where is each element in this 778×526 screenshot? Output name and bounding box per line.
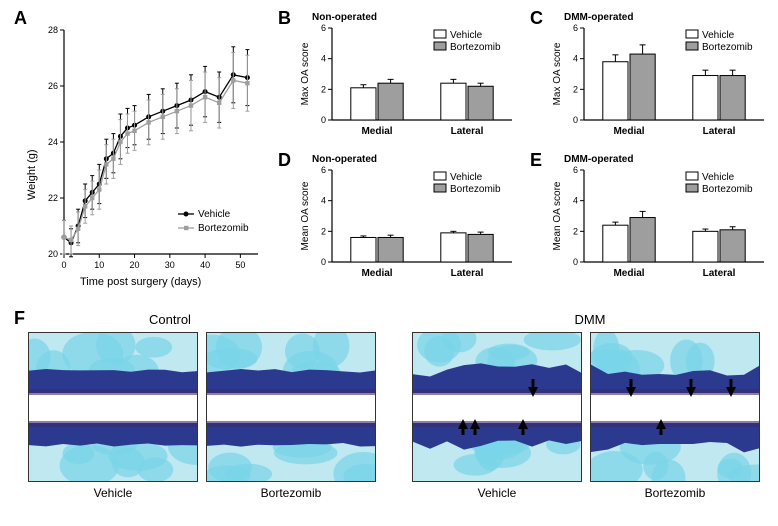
histology-caption-2: Vehicle xyxy=(412,486,582,500)
svg-text:Lateral: Lateral xyxy=(451,268,484,279)
svg-text:50: 50 xyxy=(235,260,245,270)
panel-label-c: C xyxy=(530,8,543,29)
svg-text:Bortezomib: Bortezomib xyxy=(702,42,753,53)
panel-label-d: D xyxy=(278,150,291,171)
panel-label-e: E xyxy=(530,150,542,171)
svg-text:Vehicle: Vehicle xyxy=(450,30,483,41)
svg-text:Medial: Medial xyxy=(361,126,392,137)
svg-text:Vehicle: Vehicle xyxy=(702,30,735,41)
svg-text:0: 0 xyxy=(573,115,578,125)
svg-text:20: 20 xyxy=(48,249,58,259)
svg-text:2: 2 xyxy=(573,226,578,236)
svg-text:30: 30 xyxy=(165,260,175,270)
svg-text:4: 4 xyxy=(573,54,578,64)
panel-f-header-dmm: DMM xyxy=(560,312,620,327)
svg-text:24: 24 xyxy=(48,137,58,147)
svg-text:Bortezomib: Bortezomib xyxy=(702,184,753,195)
svg-text:Max OA score: Max OA score xyxy=(552,42,563,105)
svg-text:Vehicle: Vehicle xyxy=(198,209,231,220)
histology-caption-3: Bortezomib xyxy=(590,486,760,500)
svg-text:Medial: Medial xyxy=(613,126,644,137)
svg-text:40: 40 xyxy=(200,260,210,270)
panel-e-bar-chart: 0 2 4 6 Mean OA score Medial Lateral VehicleBor… xyxy=(548,164,770,284)
svg-text:10: 10 xyxy=(94,260,104,270)
weight-line-chart: 20 22 24 26 28 0 10 20 30 40 50 Vehicle Bortezomib xyxy=(28,20,268,290)
panel-label-b: B xyxy=(278,8,291,29)
svg-text:Lateral: Lateral xyxy=(703,126,736,137)
histology-image-1 xyxy=(206,332,376,482)
histology-image-2 xyxy=(412,332,582,482)
svg-text:Medial: Medial xyxy=(613,268,644,279)
panel-c-bar-chart: 0 2 4 6 Max OA score Medial Lateral VehicleBort… xyxy=(548,22,770,142)
svg-text:Bortezomib: Bortezomib xyxy=(450,42,501,53)
svg-text:Vehicle: Vehicle xyxy=(702,172,735,183)
svg-text:6: 6 xyxy=(573,165,578,175)
panel-a-xlabel: Time post surgery (days) xyxy=(80,276,201,288)
svg-text:Mean OA score: Mean OA score xyxy=(552,181,563,250)
svg-text:4: 4 xyxy=(321,196,326,206)
svg-text:Bortezomib: Bortezomib xyxy=(198,223,249,234)
svg-text:Lateral: Lateral xyxy=(703,268,736,279)
histology-image-3 xyxy=(590,332,760,482)
svg-text:22: 22 xyxy=(48,193,58,203)
svg-text:20: 20 xyxy=(130,260,140,270)
svg-text:0: 0 xyxy=(321,115,326,125)
svg-text:4: 4 xyxy=(573,196,578,206)
panel-d-bar-chart: 0 2 4 6 Mean OA score Medial Lateral VehicleBor… xyxy=(296,164,518,284)
histology-caption-0: Vehicle xyxy=(28,486,198,500)
panel-f-header-control: Control xyxy=(120,312,220,327)
svg-text:6: 6 xyxy=(573,23,578,33)
svg-text:0: 0 xyxy=(321,257,326,267)
svg-text:Vehicle: Vehicle xyxy=(450,172,483,183)
svg-text:4: 4 xyxy=(321,54,326,64)
svg-text:6: 6 xyxy=(321,165,326,175)
panel-label-f: F xyxy=(14,308,25,329)
svg-text:Lateral: Lateral xyxy=(451,126,484,137)
svg-text:26: 26 xyxy=(48,81,58,91)
svg-text:Mean OA score: Mean OA score xyxy=(300,181,311,250)
svg-text:Bortezomib: Bortezomib xyxy=(450,184,501,195)
svg-text:Medial: Medial xyxy=(361,268,392,279)
panel-label-a: A xyxy=(14,8,27,29)
svg-text:28: 28 xyxy=(48,25,58,35)
panel-a-ylabel: Weight (g) xyxy=(26,149,38,200)
histology-image-0 xyxy=(28,332,198,482)
panel-b-bar-chart: 0 2 4 6 Max OA score Medial Lateral VehicleBort… xyxy=(296,22,518,142)
svg-text:6: 6 xyxy=(321,23,326,33)
svg-text:2: 2 xyxy=(321,226,326,236)
svg-text:2: 2 xyxy=(321,84,326,94)
svg-text:0: 0 xyxy=(61,260,66,270)
svg-text:0: 0 xyxy=(573,257,578,267)
histology-caption-1: Bortezomib xyxy=(206,486,376,500)
svg-text:2: 2 xyxy=(573,84,578,94)
svg-text:Max OA score: Max OA score xyxy=(300,42,311,105)
